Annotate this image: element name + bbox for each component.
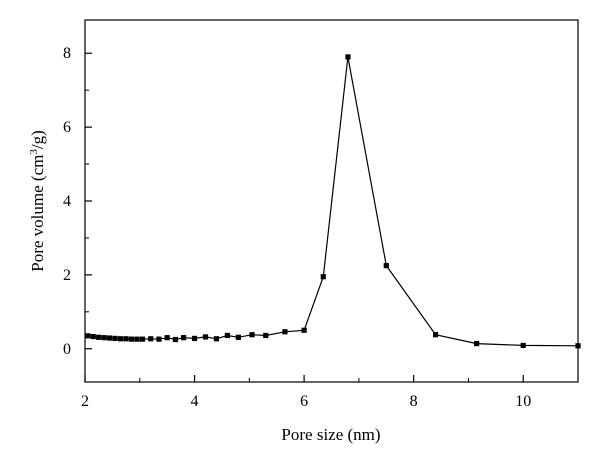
y-axis-title-superscript: 3	[28, 149, 40, 155]
x-tick-label-1: 4	[191, 393, 199, 410]
data-point-31	[575, 343, 581, 349]
data-point-20	[235, 334, 241, 340]
series-layer	[85, 54, 581, 349]
data-point-11	[148, 336, 154, 342]
series-line-0	[87, 56, 579, 347]
data-point-9	[134, 336, 140, 342]
data-point-27	[383, 263, 389, 269]
x-axis-title: Pore size (nm)	[281, 425, 380, 444]
y-tick-label-4: 8	[63, 45, 71, 62]
data-point-13	[164, 335, 170, 341]
y-tick-label-2: 4	[63, 193, 71, 210]
data-point-18	[213, 336, 220, 342]
data-point-15	[181, 335, 187, 341]
y-axis-ticks: 0 2 4 6 8	[63, 45, 92, 358]
data-point-21	[249, 332, 255, 338]
data-point-1	[90, 333, 96, 340]
data-point-6	[118, 336, 124, 342]
y-tick-label-1: 2	[63, 267, 71, 284]
data-point-7	[123, 336, 129, 342]
x-tick-label-4: 10	[515, 393, 531, 410]
data-point-30	[520, 342, 526, 349]
y-tick-label-3: 6	[63, 119, 71, 136]
data-point-3	[101, 335, 107, 341]
data-point-29	[474, 340, 480, 347]
data-point-23	[282, 329, 288, 335]
data-point-10	[139, 336, 146, 342]
data-point-5	[112, 335, 118, 342]
data-point-28	[432, 332, 439, 338]
x-tick-label-3: 8	[410, 393, 418, 410]
x-tick-label-0: 2	[81, 393, 89, 410]
data-point-12	[156, 336, 162, 342]
data-point-2	[96, 334, 102, 340]
data-point-17	[202, 334, 209, 340]
y-axis-title-prefix: Pore volume (cm	[28, 155, 47, 272]
data-point-16	[191, 335, 198, 342]
data-point-0	[85, 333, 91, 339]
y-axis-title: Pore volume (cm3/g)	[28, 130, 47, 271]
y-axis-title-suffix: /g)	[28, 130, 47, 149]
y-tick-label-0: 0	[63, 341, 71, 358]
data-point-25	[320, 274, 326, 280]
data-point-22	[263, 332, 269, 339]
data-point-4	[107, 335, 113, 341]
data-point-14	[172, 336, 178, 343]
data-point-24	[301, 327, 307, 333]
x-axis-ticks: 2 4 6 8 10	[81, 375, 531, 410]
data-point-19	[224, 332, 231, 339]
data-point-8	[128, 336, 135, 342]
x-tick-label-2: 6	[300, 393, 308, 410]
data-point-26	[345, 54, 351, 60]
